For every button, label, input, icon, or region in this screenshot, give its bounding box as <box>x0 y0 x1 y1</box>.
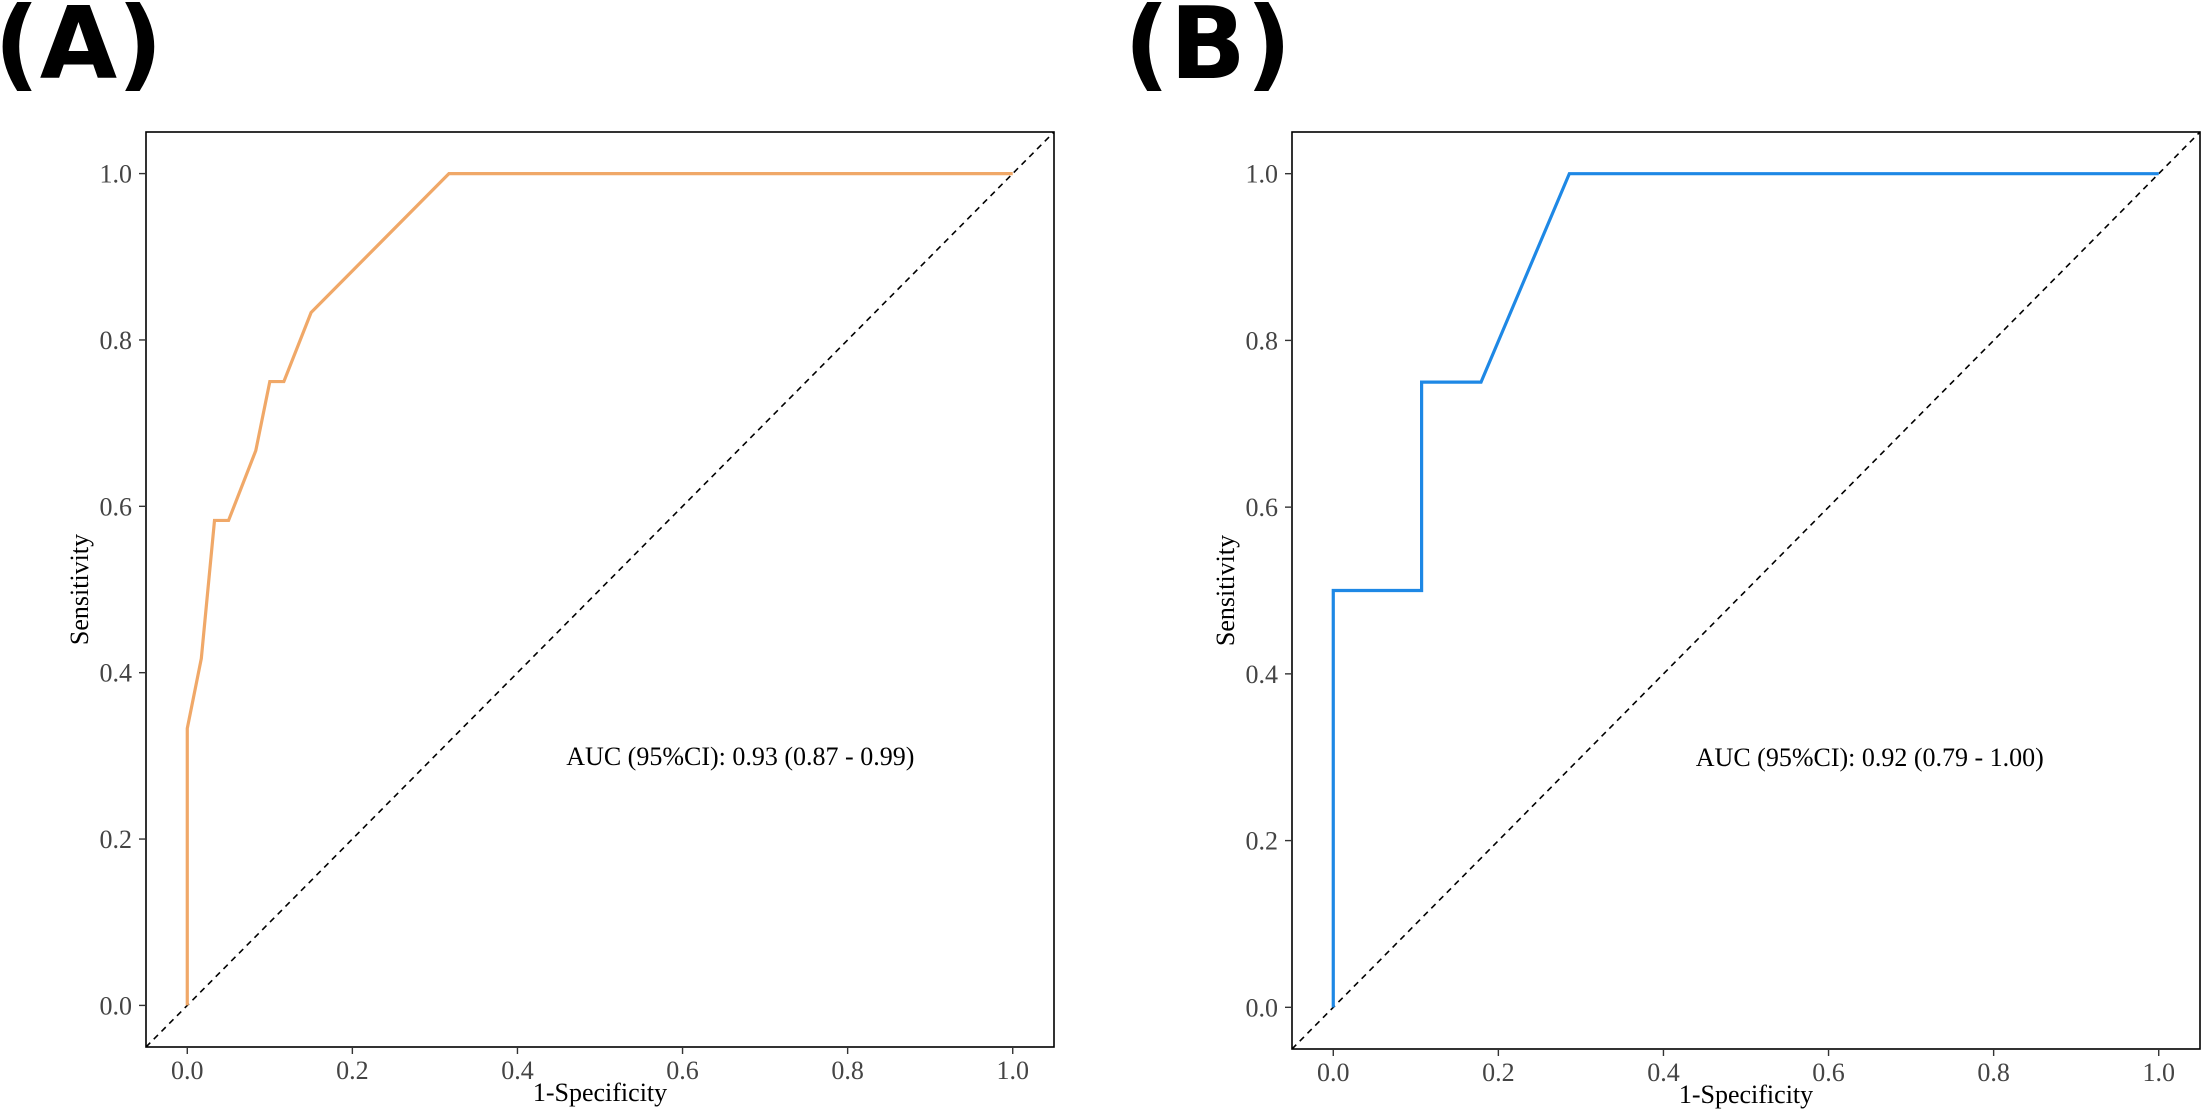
plot-frame <box>145 131 1055 1048</box>
y-tick-label: 1.0 <box>1246 160 1279 189</box>
x-tick-label: 0.8 <box>831 1056 864 1085</box>
y-tick-label: 1.0 <box>100 160 133 189</box>
y-tick-label: 0.8 <box>1246 326 1279 355</box>
x-tick-label: 0.2 <box>336 1056 369 1085</box>
roc-chart-a: 0.0 0.2 0.4 0.6 0.8 1.0 0.0 0.2 0.4 0.6 0.8 1.0 1-Sp… <box>65 131 1055 1107</box>
y-tick-label: 0.2 <box>100 825 133 854</box>
x-axis-title: 1-Specificity <box>1679 1080 1813 1109</box>
x-tick-label: 1.0 <box>2142 1058 2175 1087</box>
roc-curve <box>1331 172 2159 1008</box>
panel-label-b: (B) <box>1124 0 1292 102</box>
x-tick-label: 0.4 <box>501 1056 534 1085</box>
x-axis-title: 1-Specificity <box>533 1078 667 1107</box>
auc-annotation: AUC (95%CI): 0.93 (0.87 - 0.99) <box>566 742 914 771</box>
plot-frame <box>1291 131 2201 1050</box>
roc-chart-b: 0.0 0.2 0.4 0.6 0.8 1.0 0.0 0.2 0.4 0.6 0.8 1.0 1-Sp… <box>1211 131 2201 1109</box>
reference-diagonal <box>1291 131 2201 1050</box>
y-tick-label: 0.4 <box>100 659 133 688</box>
y-tick-label: 0.0 <box>1246 993 1279 1022</box>
x-tick-label: 0.6 <box>1812 1058 1845 1087</box>
x-tick-label: 0.8 <box>1977 1058 2010 1087</box>
y-tick-label: 0.0 <box>100 991 133 1020</box>
y-tick-label: 0.6 <box>1246 493 1279 522</box>
x-tick-label: 0.4 <box>1647 1058 1680 1087</box>
y-tick-label: 0.2 <box>1246 827 1279 856</box>
y-tick-label: 0.8 <box>100 326 133 355</box>
x-tick-label: 1.0 <box>996 1056 1029 1085</box>
y-axis-title: Sensitivity <box>1211 535 1240 646</box>
panel-label-a: (A) <box>0 0 163 102</box>
x-tick-label: 0.0 <box>1317 1058 1350 1087</box>
roc-curve <box>185 171 1013 1006</box>
y-tick-label: 0.6 <box>100 492 133 521</box>
auc-annotation: AUC (95%CI): 0.92 (0.79 - 1.00) <box>1696 743 2044 772</box>
y-axis-title: Sensitivity <box>65 534 94 645</box>
x-tick-label: 0.2 <box>1482 1058 1515 1087</box>
x-tick-label: 0.6 <box>666 1056 699 1085</box>
x-tick-label: 0.0 <box>171 1056 204 1085</box>
reference-diagonal <box>145 131 1055 1048</box>
y-tick-label: 0.4 <box>1246 660 1279 689</box>
